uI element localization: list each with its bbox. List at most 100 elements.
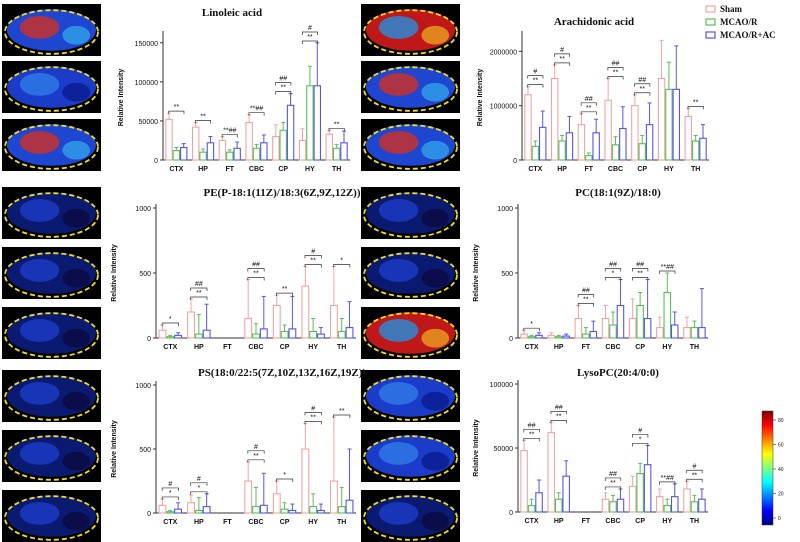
bar <box>329 304 338 339</box>
significance-label: # <box>311 249 315 256</box>
significance-bracket <box>686 478 703 483</box>
mri-image <box>2 490 101 542</box>
bar <box>670 496 679 513</box>
mri-region <box>378 72 419 96</box>
y-tick-label: 1000 <box>497 206 513 213</box>
bar <box>218 139 227 161</box>
significance-bracket <box>190 296 208 300</box>
significance-bracket <box>634 92 651 96</box>
significance-label: ** <box>282 286 288 293</box>
significance-bracket <box>580 111 597 115</box>
bar <box>158 504 167 514</box>
significance-label: ** <box>556 413 562 420</box>
significance-bracket <box>221 134 238 138</box>
bar <box>345 499 354 514</box>
legend-label: MCAO/R <box>720 17 758 27</box>
x-tick-label: CP <box>280 519 290 526</box>
bar <box>325 133 334 161</box>
bar <box>288 328 297 339</box>
y-tick-label: 0 <box>509 510 513 517</box>
y-axis-label: Relative Intensity <box>473 244 480 302</box>
significance-label: # <box>311 405 315 412</box>
mri-outline <box>363 312 458 358</box>
mri-region <box>19 381 60 405</box>
significance-label: ** <box>174 104 180 111</box>
y-tick-label: 0 <box>513 158 517 165</box>
x-tick-label: CBC <box>605 518 620 525</box>
significance-label: * <box>169 316 172 323</box>
mri-image <box>2 430 101 482</box>
bar <box>531 145 540 161</box>
significance-bracket <box>304 421 322 425</box>
x-tick-label: CP <box>635 344 645 351</box>
x-tick-label: CBC <box>248 519 263 526</box>
bar <box>611 144 620 161</box>
bar <box>286 104 295 161</box>
bar <box>672 88 681 161</box>
significance-bracket <box>550 411 567 415</box>
mri-outline <box>4 435 99 481</box>
bar <box>558 140 566 161</box>
bar <box>643 317 652 339</box>
bar <box>187 311 196 339</box>
significance-label: * <box>612 271 615 278</box>
y-tick-label: 0 <box>509 336 513 343</box>
mri-outline <box>4 124 99 170</box>
bar <box>698 327 706 339</box>
y-axis-label: Relative Intensity <box>118 69 125 127</box>
bar <box>628 317 637 339</box>
y-tick-label: 150000 <box>135 41 158 48</box>
significance-bracket <box>554 62 571 66</box>
chart: PE(P-18:1(11Z)/18:3(6Z,9Z,12Z)) 0 500 1000 R… <box>111 187 361 351</box>
mri-region <box>19 15 60 39</box>
bar <box>683 488 691 513</box>
y-axis-label: Relative Intensity <box>477 69 484 127</box>
chart-title: LysoPC(20:4/0:0) <box>577 367 659 379</box>
bar <box>199 151 207 161</box>
y-tick-label: 0 <box>154 158 158 165</box>
significance-bracket <box>634 83 651 87</box>
bar <box>244 317 253 339</box>
chart-title: PE(P-18:1(11Z)/18:3(6Z,9Z,12Z)) <box>203 187 360 199</box>
significance-bracket <box>333 414 351 418</box>
mri-outline <box>4 252 99 298</box>
y-tick-label: 50000 <box>139 119 159 126</box>
bar <box>245 121 253 161</box>
mri-image <box>2 4 101 56</box>
bar <box>698 498 706 513</box>
significance-bracket <box>276 292 294 297</box>
bar <box>252 147 261 161</box>
significance-bracket <box>168 110 185 115</box>
mri-region <box>62 511 91 531</box>
mri-region <box>62 140 91 160</box>
bar <box>337 330 346 339</box>
mri-region <box>378 381 419 405</box>
significance-bracket <box>248 112 265 116</box>
bar <box>252 506 260 514</box>
bar <box>520 450 528 513</box>
significance-label: ** <box>253 453 259 460</box>
mri-region <box>421 208 450 228</box>
bar <box>329 480 338 514</box>
mri-region <box>19 258 60 282</box>
significance-label: ## <box>528 422 536 429</box>
bar <box>166 336 175 339</box>
significance-bracket <box>161 322 179 326</box>
significance-label: # <box>638 427 642 434</box>
bar <box>663 291 672 339</box>
mri-region <box>62 82 91 102</box>
x-tick-label: FT <box>585 166 594 173</box>
significance-label: ## <box>585 96 593 103</box>
mri-outline <box>363 252 458 298</box>
significance-label: ** <box>559 56 565 63</box>
mri-image <box>2 61 101 113</box>
bar <box>554 336 563 339</box>
bar <box>554 498 563 513</box>
x-tick-label: TH <box>691 166 700 173</box>
mri-region <box>378 198 419 222</box>
bar <box>684 115 693 161</box>
significance-label: ## <box>555 404 563 411</box>
significance-label: ## <box>609 471 617 478</box>
x-tick-label: TH <box>332 166 341 173</box>
mri-region <box>19 72 60 96</box>
